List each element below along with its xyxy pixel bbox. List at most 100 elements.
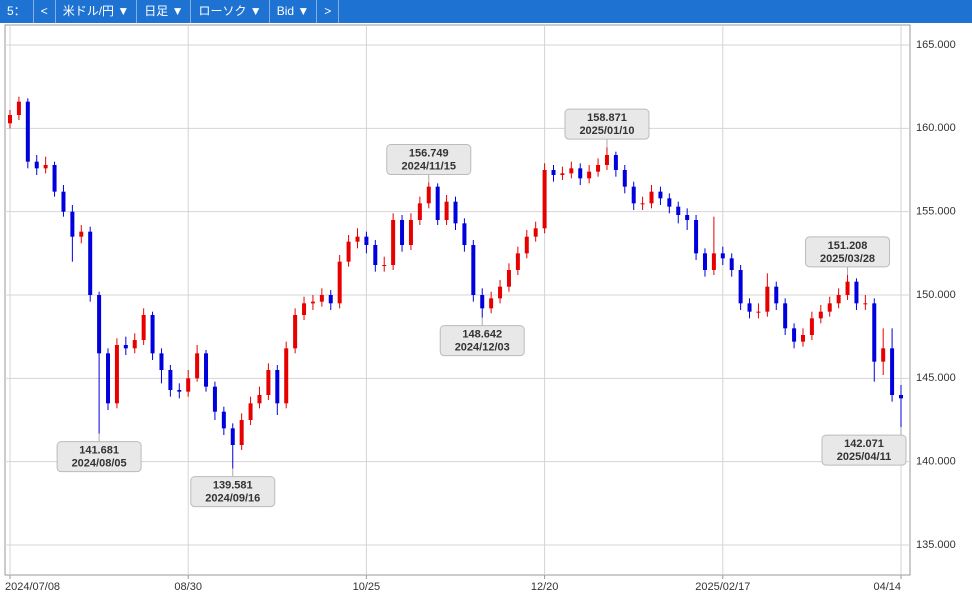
candle <box>694 215 699 260</box>
candle <box>863 295 868 310</box>
candle-body <box>88 231 93 295</box>
annotation-value: 142.071 <box>844 438 884 450</box>
annotation-value: 139.581 <box>213 480 253 492</box>
candle <box>872 298 877 382</box>
candle-body <box>230 428 235 445</box>
annotation-value: 151.208 <box>828 240 868 252</box>
candle <box>310 295 315 310</box>
toolbar-button[interactable]: 米ドル/円 ▼ <box>56 0 138 23</box>
candle-body <box>596 165 601 172</box>
x-tick-label: 12/20 <box>531 581 559 593</box>
candle-body <box>818 311 823 319</box>
candle-body <box>551 170 556 175</box>
candle <box>640 196 645 210</box>
candle-body <box>337 261 342 304</box>
candle-body <box>204 353 209 387</box>
candle-body <box>774 286 779 304</box>
candle-body <box>676 206 681 215</box>
candle <box>355 228 360 249</box>
candle-body <box>702 253 707 270</box>
candle <box>720 246 725 265</box>
candle-body <box>25 101 30 162</box>
candle <box>756 303 761 319</box>
candle-body <box>881 348 886 362</box>
candle-body <box>649 191 654 204</box>
candle <box>854 278 859 310</box>
candle-body <box>587 171 592 179</box>
candle-body <box>159 353 164 370</box>
candle <box>462 218 467 252</box>
candle-body <box>212 386 217 412</box>
candle <box>800 328 805 347</box>
candle <box>168 365 173 397</box>
candle-body <box>711 253 716 270</box>
candle-body <box>8 115 12 124</box>
candle <box>186 370 191 397</box>
candle-body <box>533 228 538 237</box>
candle-body <box>800 335 805 342</box>
candle-body <box>168 370 173 390</box>
candle <box>809 311 814 340</box>
candle-body <box>141 315 146 340</box>
candle <box>774 281 779 310</box>
candle-body <box>257 395 262 404</box>
candle <box>204 350 209 392</box>
candle <box>400 215 405 252</box>
toolbar-button[interactable]: ローソク ▼ <box>191 0 270 23</box>
candle-body <box>604 155 609 165</box>
annotation-date: 2025/04/11 <box>837 451 891 463</box>
candle <box>622 165 627 194</box>
chart: 135.000 140.000 145.000 150.000 155.000 160.0… <box>4 24 956 593</box>
candle <box>533 221 538 242</box>
annotation-date: 2024/08/05 <box>72 458 127 470</box>
candle-body <box>756 311 761 313</box>
candle <box>569 161 574 179</box>
candle-body <box>622 170 627 187</box>
candle <box>8 110 12 129</box>
candle <box>480 288 485 318</box>
candle <box>364 231 369 254</box>
candle <box>613 151 618 177</box>
candle-body <box>506 270 511 287</box>
toolbar-button[interactable]: > <box>317 0 340 23</box>
candle <box>16 96 21 120</box>
candle <box>52 161 57 197</box>
candle <box>453 196 458 230</box>
candle <box>578 163 583 185</box>
candle-body <box>836 295 841 304</box>
candle-body <box>560 173 565 175</box>
candle-body <box>729 258 734 270</box>
annotation-box <box>190 476 276 508</box>
candle-body <box>123 345 128 349</box>
annotation-value: 158.871 <box>587 112 627 124</box>
annotation-box <box>821 434 907 466</box>
candle <box>70 205 75 262</box>
annotation-box <box>56 441 142 473</box>
candle-body <box>150 315 155 354</box>
candle <box>729 253 734 277</box>
candle <box>266 363 271 400</box>
candle <box>25 98 30 169</box>
candle-body <box>667 198 672 207</box>
candle <box>435 183 440 225</box>
candle <box>818 305 823 324</box>
toolbar-button[interactable]: < <box>34 0 56 23</box>
candle <box>792 323 797 349</box>
annotation-date: 2024/12/03 <box>455 342 510 354</box>
toolbar-button[interactable]: 5： <box>0 0 34 23</box>
candle <box>221 406 226 435</box>
candle <box>604 147 609 170</box>
candle <box>667 193 672 214</box>
toolbar-button[interactable]: Bid ▼ <box>270 0 318 23</box>
candle-body <box>809 318 814 335</box>
candle <box>676 201 681 224</box>
candle <box>382 256 387 272</box>
annotation-value: 148.642 <box>462 329 502 341</box>
annotation-date: 2025/03/28 <box>820 253 875 265</box>
candle-body <box>293 315 298 349</box>
candle-body <box>97 295 102 354</box>
toolbar-button[interactable]: 日足 ▼ <box>137 0 192 23</box>
